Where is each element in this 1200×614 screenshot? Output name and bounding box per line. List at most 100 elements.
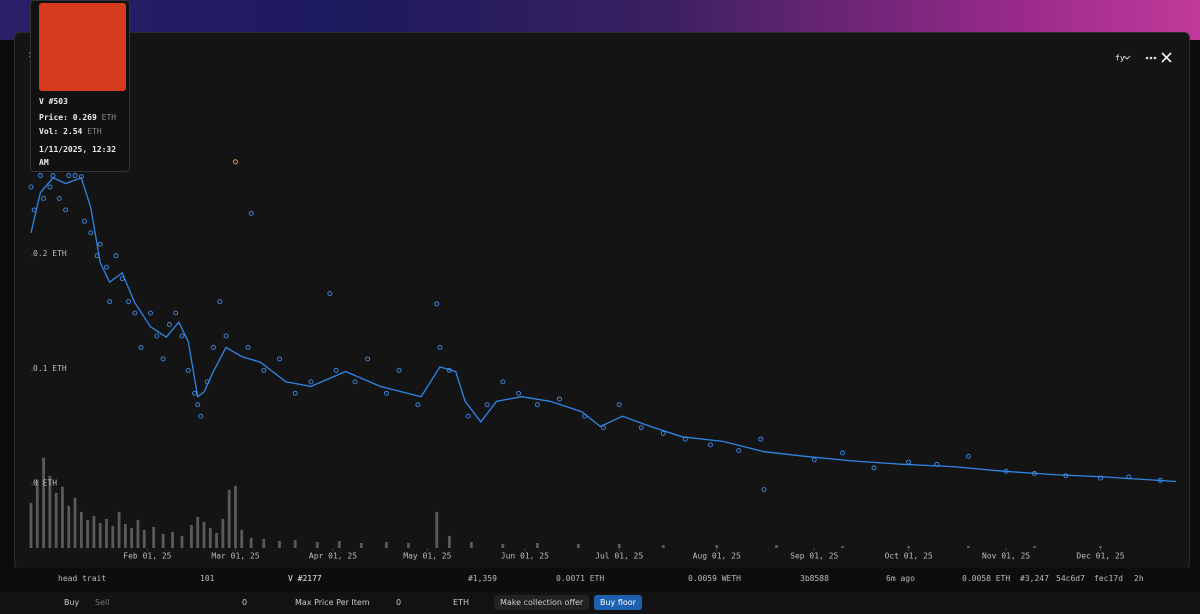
sale-point [638, 425, 644, 431]
tooltip: V #503 Price: 0.269 ETH Vol: 2.54 ETH 1/… [30, 0, 130, 172]
from[interactable]: 54c6d7 [1056, 574, 1085, 583]
offer-button[interactable]: Make collection offer [494, 595, 590, 610]
sale-point [736, 448, 742, 454]
volume-bar [67, 505, 71, 548]
tooltip-name: V #503 [39, 97, 68, 106]
sale-point [28, 184, 34, 190]
sale-point [113, 253, 119, 259]
sale-point [41, 195, 47, 201]
x-tick-label: Dec 01, 25 [1076, 552, 1124, 561]
sale-point [82, 218, 87, 224]
to[interactable]: fec17d [1094, 574, 1123, 583]
volume-bar [661, 544, 665, 548]
buy-tab[interactable]: Buy [64, 598, 80, 607]
sale-point [192, 390, 198, 396]
y-tick-label: 0.1 ETH [33, 364, 67, 373]
sales-row: head trait 101 V #2177 #1,359 0.0071 ETH… [0, 568, 1200, 590]
volume-bar [117, 511, 121, 548]
volume-bar [111, 525, 115, 548]
volume-bar [315, 541, 319, 548]
volume-bar [501, 543, 505, 548]
volume-bar [123, 523, 127, 548]
sale-point [906, 459, 912, 465]
volume-bar [152, 526, 156, 548]
volume-bar [79, 511, 83, 548]
volume-bar [42, 457, 45, 548]
volume-bar [576, 543, 580, 548]
volume-bar [105, 518, 108, 548]
time: 6m ago [886, 574, 915, 583]
volume-bar [221, 518, 225, 548]
volume-bar [142, 529, 146, 548]
sale-point [365, 356, 371, 362]
sale-point [465, 413, 471, 419]
sale-point [31, 207, 37, 213]
trait-count: 101 [200, 574, 215, 583]
price: 0.0071 ETH [556, 574, 605, 583]
value: 2.54 [63, 127, 83, 136]
sale-point [204, 379, 210, 385]
x-tick-label: Mar 01, 25 [211, 552, 259, 561]
unit: ETH [87, 127, 102, 136]
sale-point [233, 159, 238, 165]
owner[interactable]: 3b8588 [800, 574, 829, 583]
sale-point [437, 344, 443, 350]
item[interactable]: V #2177 [288, 574, 322, 583]
volume-bar [617, 543, 621, 548]
volume-bar [775, 544, 778, 548]
tooltip-volume: Vol: 2.54 ETH [39, 127, 102, 136]
volume-bar [171, 531, 174, 548]
volume-bar [180, 535, 184, 548]
x-tick-label: Oct 01, 25 [885, 552, 933, 561]
sale-point [396, 367, 402, 373]
price-input[interactable]: 0 [396, 598, 402, 607]
sale-point [126, 299, 131, 305]
x-tick-label: Apr 01, 25 [309, 552, 357, 561]
volume-bar [536, 542, 539, 548]
buy-floor-button[interactable]: Buy floor [594, 595, 642, 610]
x-tick-label: Jul 01, 25 [595, 552, 643, 561]
sale-point [1063, 473, 1069, 479]
x-tick-label: Aug 01, 25 [693, 552, 741, 561]
sale-point [63, 207, 69, 213]
sale-point [166, 322, 172, 327]
quantity[interactable]: 0 [242, 598, 248, 607]
sale-point [94, 253, 100, 259]
sale-point [333, 367, 339, 373]
sale-point [708, 442, 713, 448]
sell-tab[interactable]: Sell [95, 598, 110, 607]
sale-point [601, 425, 606, 431]
unit: ETH [101, 113, 117, 122]
volume-bar [29, 502, 33, 548]
x-tick-label: Sep 01, 25 [790, 552, 838, 561]
volume-bar [337, 540, 341, 548]
sale-point [104, 264, 109, 270]
price2: 0.0058 ETH [962, 574, 1011, 583]
y-tick-label: 0.2 ETH [33, 249, 67, 258]
volume-bar [841, 545, 844, 548]
sale-point [582, 413, 588, 419]
sale-point [37, 173, 43, 178]
sale-point [292, 390, 298, 396]
sale-point [308, 379, 314, 385]
sale-point [352, 379, 358, 385]
floor-line [30, 176, 1177, 483]
volume-bar [92, 515, 96, 548]
volume-bar [98, 522, 102, 548]
close-button[interactable] [1161, 52, 1172, 63]
volume-bar [966, 545, 970, 548]
more-button[interactable] [1145, 56, 1157, 60]
volume-bar [715, 544, 719, 548]
x-tick-label: May 01, 25 [403, 552, 451, 561]
sale-point [97, 241, 103, 247]
x-tick-label: Feb 01, 25 [123, 552, 171, 561]
filter-dropdown[interactable]: fy [1115, 54, 1125, 63]
tooltip-time: 1/11/2025, 12:32 AM [39, 145, 117, 167]
dropdown-icon[interactable] [1123, 55, 1131, 60]
sale-point [50, 173, 56, 178]
sale-point [47, 184, 53, 190]
volume-bar [278, 540, 281, 548]
sale-point [56, 195, 62, 201]
time2: 2h [1134, 574, 1144, 583]
volume-bar [136, 519, 140, 548]
